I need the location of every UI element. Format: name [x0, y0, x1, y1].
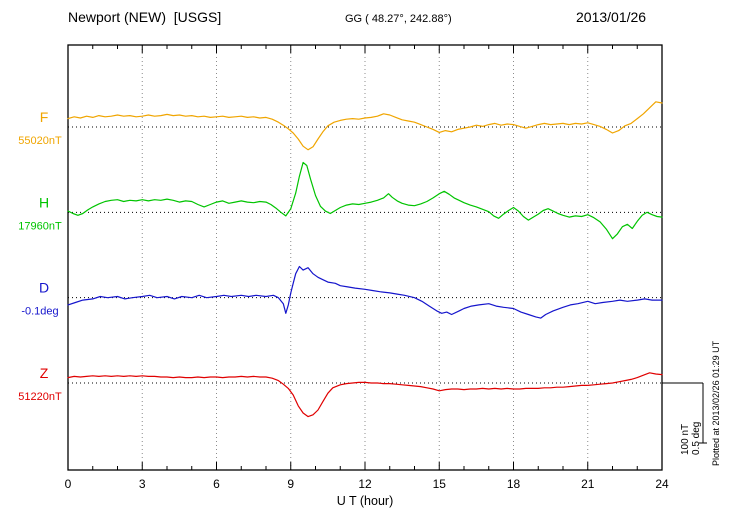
channel-baseline-value-F: 55020nT [18, 135, 62, 147]
x-tick-label: 3 [139, 477, 146, 491]
channel-baseline-value-H: 17960nT [18, 220, 62, 232]
channel-letter-F: F [40, 109, 49, 125]
plot-date: 2013/01/26 [576, 9, 647, 25]
trace-F [67, 101, 663, 151]
x-tick-label: 12 [358, 477, 372, 491]
geographic-coordinates: GG ( 48.27°, 242.88°) [345, 13, 452, 25]
scale-label-nt: 100 nT [680, 424, 691, 455]
x-tick-label: 0 [65, 477, 72, 491]
x-axis-title: U T (hour) [337, 494, 394, 508]
station-title: Newport (NEW) [USGS] [68, 9, 222, 25]
plotted-at-note: Plotted at 2013/02/26 01:29 UT [711, 340, 721, 466]
x-tick-label: 18 [507, 477, 521, 491]
x-tick-label: 6 [213, 477, 220, 491]
channel-baseline-value-Z: 51220nT [18, 391, 62, 403]
x-tick-label: 15 [433, 477, 447, 491]
channel-letter-D: D [39, 280, 49, 296]
x-tick-label: 21 [581, 477, 595, 491]
channel-letter-Z: Z [40, 365, 49, 381]
trace-Z [67, 372, 663, 418]
channel-baseline-value-D: -0.1deg [21, 306, 58, 318]
scale-label-deg: 0.5 deg [691, 422, 702, 455]
trace-D [67, 265, 663, 319]
channel-letter-H: H [39, 194, 49, 210]
trace-H [67, 161, 663, 240]
x-tick-label: 24 [655, 477, 669, 491]
x-tick-label: 9 [287, 477, 294, 491]
